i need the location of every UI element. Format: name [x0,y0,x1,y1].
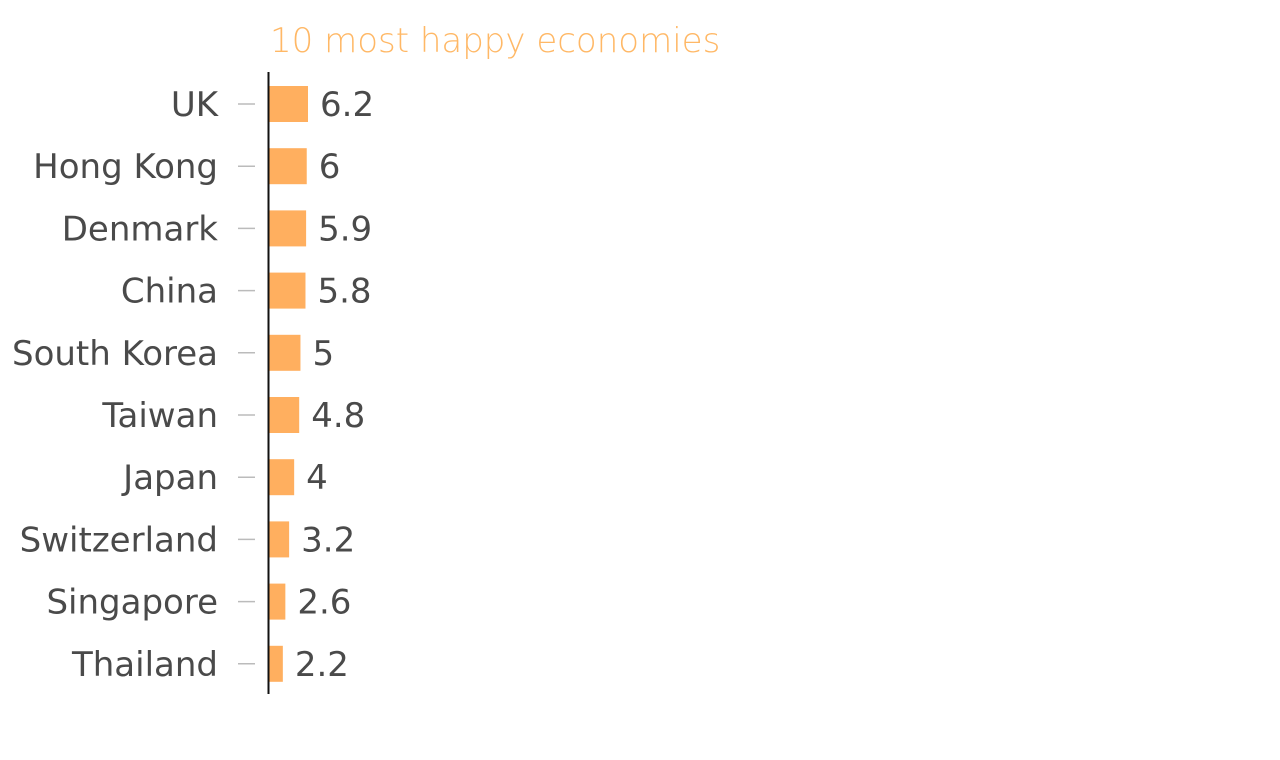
bar [269,645,283,682]
bar [269,272,306,309]
category-label: Hong Kong [33,147,218,187]
value-label: 6.2 [320,85,374,125]
value-label: 4.8 [311,396,365,436]
category-label: Singapore [46,583,218,623]
category-label: China [121,272,218,312]
category-label: Denmark [62,209,219,249]
value-label: 4 [306,458,328,498]
bar [269,583,286,620]
category-label: Switzerland [20,520,218,560]
bar [269,334,301,371]
value-label: 6 [319,147,341,187]
value-labels: 6.2 6 5.9 5.8 5 4.8 4 3.2 2.6 2.2 [295,85,374,685]
category-label: Japan [121,458,218,498]
bar [269,459,295,496]
chart-title: 10 most happy economies [270,21,720,61]
value-label: 5.8 [317,272,371,312]
bar [269,397,300,433]
category-label: UK [171,85,220,125]
bar [269,521,290,558]
value-label: 2.6 [297,583,351,623]
value-label: 2.2 [295,645,349,685]
bars [269,86,308,682]
bar [269,148,307,185]
y-axis-ticks [238,103,255,665]
value-label: 5.9 [318,209,372,249]
category-label: South Korea [12,334,218,374]
bar [269,210,307,247]
value-label: 3.2 [301,520,355,560]
value-label: 5 [312,334,334,374]
bar [269,86,308,122]
category-labels: UK Hong Kong Denmark China South Korea Taiwan… [12,85,220,685]
category-label: Thailand [71,645,218,685]
category-label: Taiwan [101,396,218,436]
